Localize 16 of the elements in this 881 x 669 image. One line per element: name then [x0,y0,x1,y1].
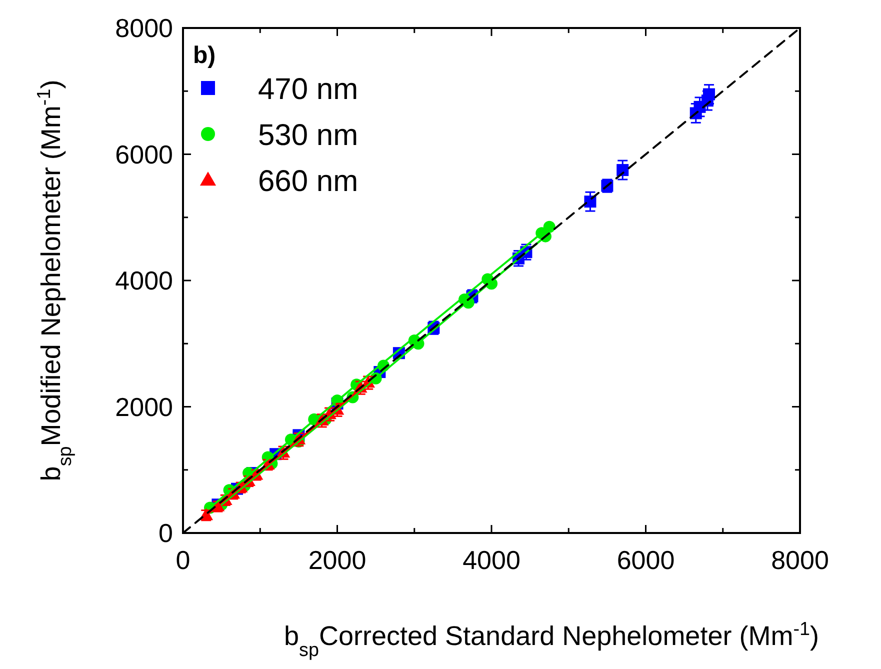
y-tick-label: 4000 [115,266,173,296]
x-tick-label: 2000 [308,545,366,575]
y-tick-label: 2000 [115,392,173,422]
point [702,88,715,100]
legend-label: 470 nm [258,73,358,106]
legend-label: 660 nm [258,165,358,198]
x-tick-label: 6000 [616,545,675,575]
annotation: b) [193,42,216,69]
y-tick-label: 6000 [115,139,173,170]
y-tick-label: 0 [158,518,173,548]
x-axis-title: b$_{sp}$Corrected Standard Nephelometer (Mm$^{-1}$) [284,618,819,660]
legend-label: 530 nm [258,119,358,152]
point [616,164,629,176]
x-tick-label: 4000 [462,545,520,575]
y-tick-label: 8000 [115,13,173,43]
x-tick-label: 8000 [771,545,829,575]
